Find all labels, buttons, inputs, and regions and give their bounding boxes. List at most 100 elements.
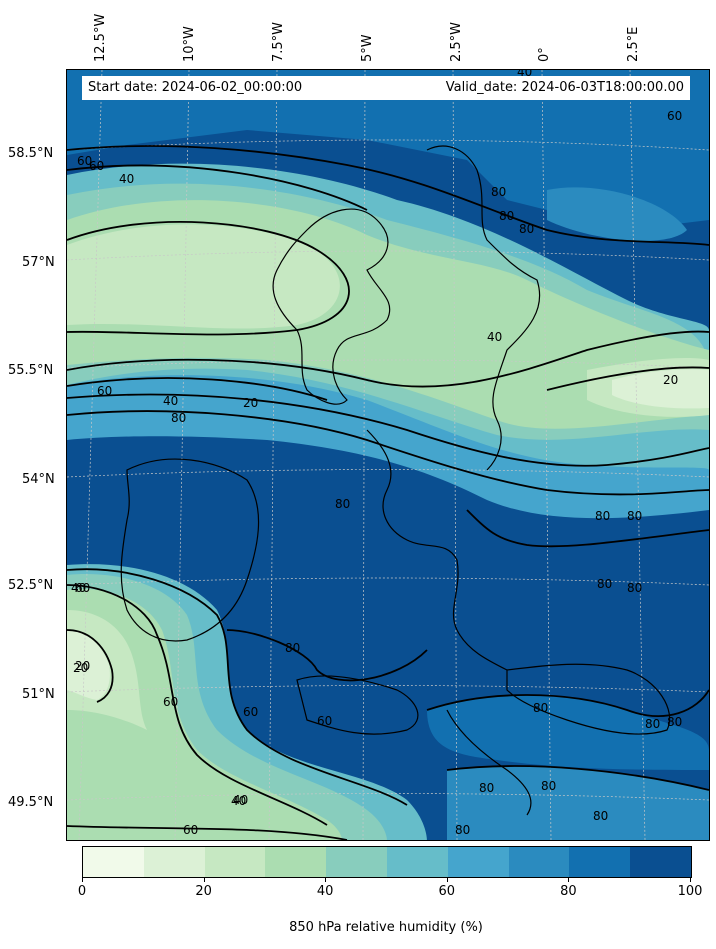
lat-label-57n: 57°N <box>22 255 55 270</box>
lat-label-54n: 54°N <box>22 472 55 487</box>
contour-label: 80 <box>593 809 608 823</box>
colorbar-swatch <box>204 847 266 877</box>
colorbar-swatch <box>508 847 570 877</box>
colorbar-tick-label: 80 <box>560 884 577 899</box>
contour-label: 40 <box>119 172 134 186</box>
contour-lines <box>67 145 709 840</box>
contour-label: 80 <box>285 641 300 655</box>
contour-label: 40 <box>163 394 178 408</box>
contour-label: 40 <box>487 330 502 344</box>
contour-60-south <box>67 825 348 840</box>
contour-label: 20 <box>73 661 88 675</box>
colorbar-tick-mark <box>568 877 570 882</box>
colorbar-swatch <box>569 847 631 877</box>
contour-label: 80 <box>335 497 350 511</box>
parallel-51n <box>67 685 709 693</box>
contour-label: 60 <box>183 823 198 837</box>
graticule <box>67 70 709 840</box>
colorbar-swatch <box>83 847 144 877</box>
contour-label: 60 <box>89 159 104 173</box>
contour-label: 60 <box>163 695 178 709</box>
contour-label: 60 <box>75 581 90 595</box>
channel-coast <box>446 709 532 816</box>
humidity-map: 60 40 20 40 60 80 60 40 20 60 40 80 80 8… <box>66 69 710 841</box>
lon-label-7-5w: 7.5°W <box>271 21 286 62</box>
contour-label: 80 <box>597 577 612 591</box>
contour-label: 40 <box>231 794 246 808</box>
contour-label: 80 <box>479 781 494 795</box>
lat-label-49-5n: 49.5°N <box>8 795 54 810</box>
contour-label: 20 <box>663 373 678 387</box>
parallel-57n <box>67 250 709 261</box>
south-80 <box>447 766 709 840</box>
contour-label: 40 <box>71 581 86 595</box>
contour-label: 80 <box>491 185 506 199</box>
south-west-england <box>296 675 419 735</box>
colorbar <box>82 846 692 878</box>
meridian-2-5e <box>629 70 646 840</box>
contour-label: 20 <box>243 396 258 410</box>
ireland-coast <box>120 458 260 642</box>
contour-20-east <box>546 366 709 391</box>
contour-label: 60 <box>243 705 258 719</box>
channel-90 <box>427 695 709 770</box>
sw-40 <box>67 589 342 840</box>
contour-label: 20 <box>75 659 90 673</box>
colorbar-tick-label: 100 <box>677 884 703 899</box>
colorbar-tick-label: 40 <box>316 884 334 899</box>
lat-label-51n: 51°N <box>22 687 55 702</box>
colorbar-swatch <box>326 847 387 877</box>
contour-label: 80 <box>499 209 514 223</box>
contour-label: 80 <box>595 509 610 523</box>
colorbar-tick-mark <box>446 877 448 882</box>
contour-label: 80 <box>541 779 556 793</box>
colorbar-tick-label: 0 <box>77 884 87 899</box>
contour-40-sw <box>67 584 328 826</box>
colorbar-swatch <box>630 847 691 877</box>
scotland-west-coast <box>272 208 391 405</box>
contour-label: 80 <box>627 581 642 595</box>
contour-60-north <box>67 145 709 246</box>
contour-label: 80 <box>171 411 186 425</box>
lon-label-0: 0° <box>537 47 552 62</box>
dry-core-west <box>67 224 340 329</box>
colorbar-tick-mark <box>203 877 205 882</box>
contour-80-channel <box>426 689 709 717</box>
band-northsea-80 <box>547 187 687 241</box>
valid-date-text: Valid_date: 2024-06-03T18:00:00.00 <box>445 80 684 95</box>
contour-80-sw <box>226 629 428 682</box>
coastlines <box>120 145 671 816</box>
contour-80-mid <box>67 410 709 496</box>
start-date-text: Start date: 2024-06-02_00:00:00 <box>88 80 303 95</box>
lon-label-2-5e: 2.5°E <box>626 26 641 62</box>
contour-label: 60 <box>317 714 332 728</box>
parallel-55-5n <box>67 359 709 369</box>
colorbar-tick-label: 60 <box>438 884 456 899</box>
parallel-49-5n <box>67 793 709 801</box>
contour-80-south <box>446 765 709 791</box>
colorbar-swatch <box>447 847 509 877</box>
lon-label-2-5w: 2.5°W <box>449 21 464 62</box>
meridian-0 <box>541 70 552 840</box>
contour-label-group: 60 40 20 40 60 80 60 40 20 60 40 80 80 8… <box>71 70 682 837</box>
contour-label: 80 <box>645 717 660 731</box>
south-east-england <box>506 663 671 735</box>
contour-40-central <box>67 330 709 388</box>
meridian-5w <box>362 70 366 840</box>
contour-60-mid <box>67 393 709 467</box>
colorbar-tick-mark <box>82 877 83 882</box>
colorbar-tick-label: 20 <box>195 884 212 899</box>
contour-40-north <box>67 164 368 211</box>
lon-label-10w: 10°W <box>182 26 197 62</box>
west-coast-england <box>366 429 508 671</box>
colorbar-swatch <box>386 847 448 877</box>
contour-20-sw <box>67 629 114 703</box>
contour-60-west <box>67 377 328 401</box>
contour-label: 60 <box>667 109 682 123</box>
colorbar-swatch <box>143 847 205 877</box>
lon-label-12-5w: 12.5°W <box>93 13 108 62</box>
contour-40-west <box>67 220 350 336</box>
east-coast-north <box>426 145 541 471</box>
contour-label: 80 <box>667 715 682 729</box>
meridian-7-5w <box>268 70 278 840</box>
